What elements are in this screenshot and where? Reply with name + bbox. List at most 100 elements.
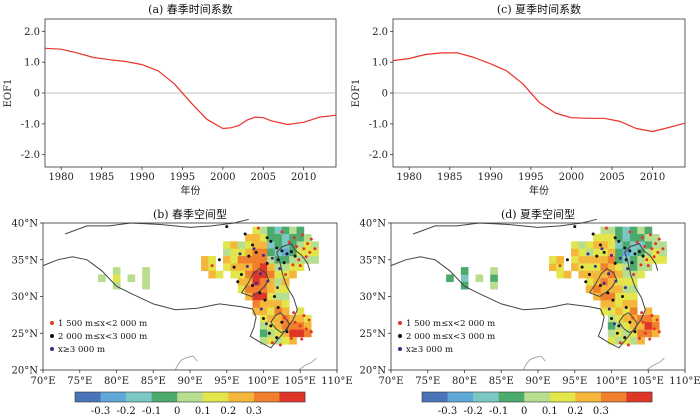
station-dot bbox=[650, 247, 654, 251]
heatmap-cell bbox=[274, 292, 283, 301]
heatmap-cell bbox=[644, 234, 653, 242]
legend-label: 1 500 m≤x<2 000 m bbox=[58, 319, 147, 329]
station-dot bbox=[631, 316, 635, 320]
station-dot bbox=[300, 337, 304, 341]
heatmap-cell bbox=[112, 267, 121, 275]
heatmap-cell bbox=[593, 256, 601, 264]
heatmap-cell bbox=[615, 226, 623, 235]
station-dot bbox=[610, 317, 613, 321]
x-tick-label: 85°E bbox=[489, 376, 514, 387]
heatmap-cell bbox=[274, 307, 283, 316]
colorbar-segment bbox=[498, 392, 525, 402]
heatmap-cell bbox=[622, 300, 631, 308]
heatmap-cell bbox=[629, 285, 638, 294]
x-tick-label: 95°E bbox=[214, 376, 239, 387]
station-dot bbox=[283, 316, 287, 320]
y-tick-label: 40°N bbox=[12, 219, 39, 230]
heatmap-cell bbox=[629, 256, 638, 264]
station-dot bbox=[639, 263, 643, 267]
colorbar-0: -0.3 -0.2 -0.1 0 0.1 0.2 0.3 bbox=[74, 391, 306, 417]
colorbar-segment bbox=[524, 392, 551, 402]
station-dot bbox=[298, 264, 302, 268]
station-dot bbox=[262, 253, 265, 257]
station-dot bbox=[632, 272, 636, 276]
heatmap-cell bbox=[556, 270, 565, 279]
heatmap-cell bbox=[267, 270, 275, 279]
station-dot bbox=[637, 250, 641, 254]
x-tick-label: 1995 bbox=[518, 172, 543, 183]
heatmap-cell bbox=[281, 263, 290, 272]
station-dot bbox=[280, 249, 284, 253]
heatmap-cell bbox=[600, 241, 609, 250]
boundary-line bbox=[589, 267, 618, 298]
x-tick-label: 110°E bbox=[669, 376, 700, 387]
boundary-lines bbox=[390, 218, 665, 371]
heatmap-cell bbox=[259, 234, 268, 242]
station-dot bbox=[289, 336, 293, 340]
y-tick-label: 0 bbox=[34, 89, 40, 100]
x-tick-label: 80°E bbox=[452, 376, 477, 387]
heatmap-cell bbox=[578, 241, 587, 250]
heatmap-cell bbox=[563, 270, 572, 279]
colorbar-tick-label: 0.2 bbox=[220, 406, 236, 417]
station-legend: 1 500 m≤x<2 000 m 2 000 m≤x<3 000 m x≥3 00… bbox=[398, 319, 495, 355]
heatmap-cell bbox=[629, 234, 638, 242]
heatmap-cell bbox=[622, 270, 631, 279]
y-tick-label: 40°N bbox=[360, 219, 387, 230]
heatmap-cell bbox=[274, 263, 283, 272]
y-tick-label: 2.0 bbox=[372, 27, 388, 38]
heatmap-cell bbox=[274, 285, 283, 294]
heatmap-cell bbox=[274, 241, 283, 250]
heatmap-cell bbox=[259, 285, 268, 294]
heatmap-cell bbox=[259, 226, 268, 235]
colorbar-tick-label: -0.3 bbox=[438, 406, 457, 417]
heatmap-cell bbox=[629, 263, 638, 272]
heatmap-cell bbox=[644, 256, 653, 264]
station-dot bbox=[280, 230, 284, 234]
colorbar-segment bbox=[473, 392, 499, 402]
heatmap-cell bbox=[460, 274, 469, 283]
panel-title: (b) 春季空间型 bbox=[153, 207, 227, 221]
coastline bbox=[174, 355, 198, 371]
heatmap-cell bbox=[593, 241, 601, 250]
station-dot bbox=[293, 254, 297, 258]
station-dot bbox=[655, 318, 659, 322]
station-dot bbox=[300, 233, 304, 237]
heatmap-cell bbox=[259, 278, 268, 286]
station-dot bbox=[646, 324, 650, 328]
boundary-line bbox=[390, 242, 659, 349]
heatmap-cell bbox=[281, 300, 290, 308]
heatmap-cell bbox=[622, 314, 631, 323]
legend-label: 1 500 m≤x<2 000 m bbox=[406, 319, 495, 329]
station-dot bbox=[628, 230, 632, 234]
x-tick-label: 1980 bbox=[48, 172, 73, 183]
heatmap-cell bbox=[267, 292, 275, 301]
heatmap-cell bbox=[281, 285, 290, 294]
heatmap-cell bbox=[252, 241, 261, 250]
station-dot bbox=[285, 252, 289, 256]
y-tick-label: 0 bbox=[382, 89, 388, 100]
station-dot bbox=[624, 258, 628, 262]
station-dot bbox=[302, 314, 306, 318]
heatmap-cell bbox=[245, 248, 253, 257]
heatmap-cell bbox=[607, 263, 616, 272]
boundary-line bbox=[64, 218, 249, 235]
heatmap-cell bbox=[311, 256, 319, 264]
heatmap-cell bbox=[600, 234, 609, 242]
station-dot bbox=[264, 322, 268, 326]
heatmap-cell bbox=[281, 307, 290, 316]
heatmap-cell bbox=[237, 241, 246, 250]
map-panel-2: (b) 春季空间型 70°E 75°E 80°E 85°E 90°E 95°E 100°E 10… bbox=[12, 207, 353, 387]
station-dot bbox=[628, 249, 632, 253]
heatmap-cell bbox=[245, 241, 253, 250]
heatmap-cell bbox=[644, 241, 653, 250]
heatmap-cell bbox=[622, 292, 631, 301]
heatmap-cell bbox=[644, 307, 653, 316]
heatmap-cell bbox=[571, 256, 579, 264]
heatmap-cell bbox=[651, 329, 660, 338]
station-dot bbox=[624, 306, 628, 310]
heatmap-cell bbox=[615, 278, 623, 286]
heatmap-cell bbox=[578, 256, 587, 264]
station-dot bbox=[586, 252, 590, 256]
x-tick-label: 105°E bbox=[285, 376, 316, 387]
